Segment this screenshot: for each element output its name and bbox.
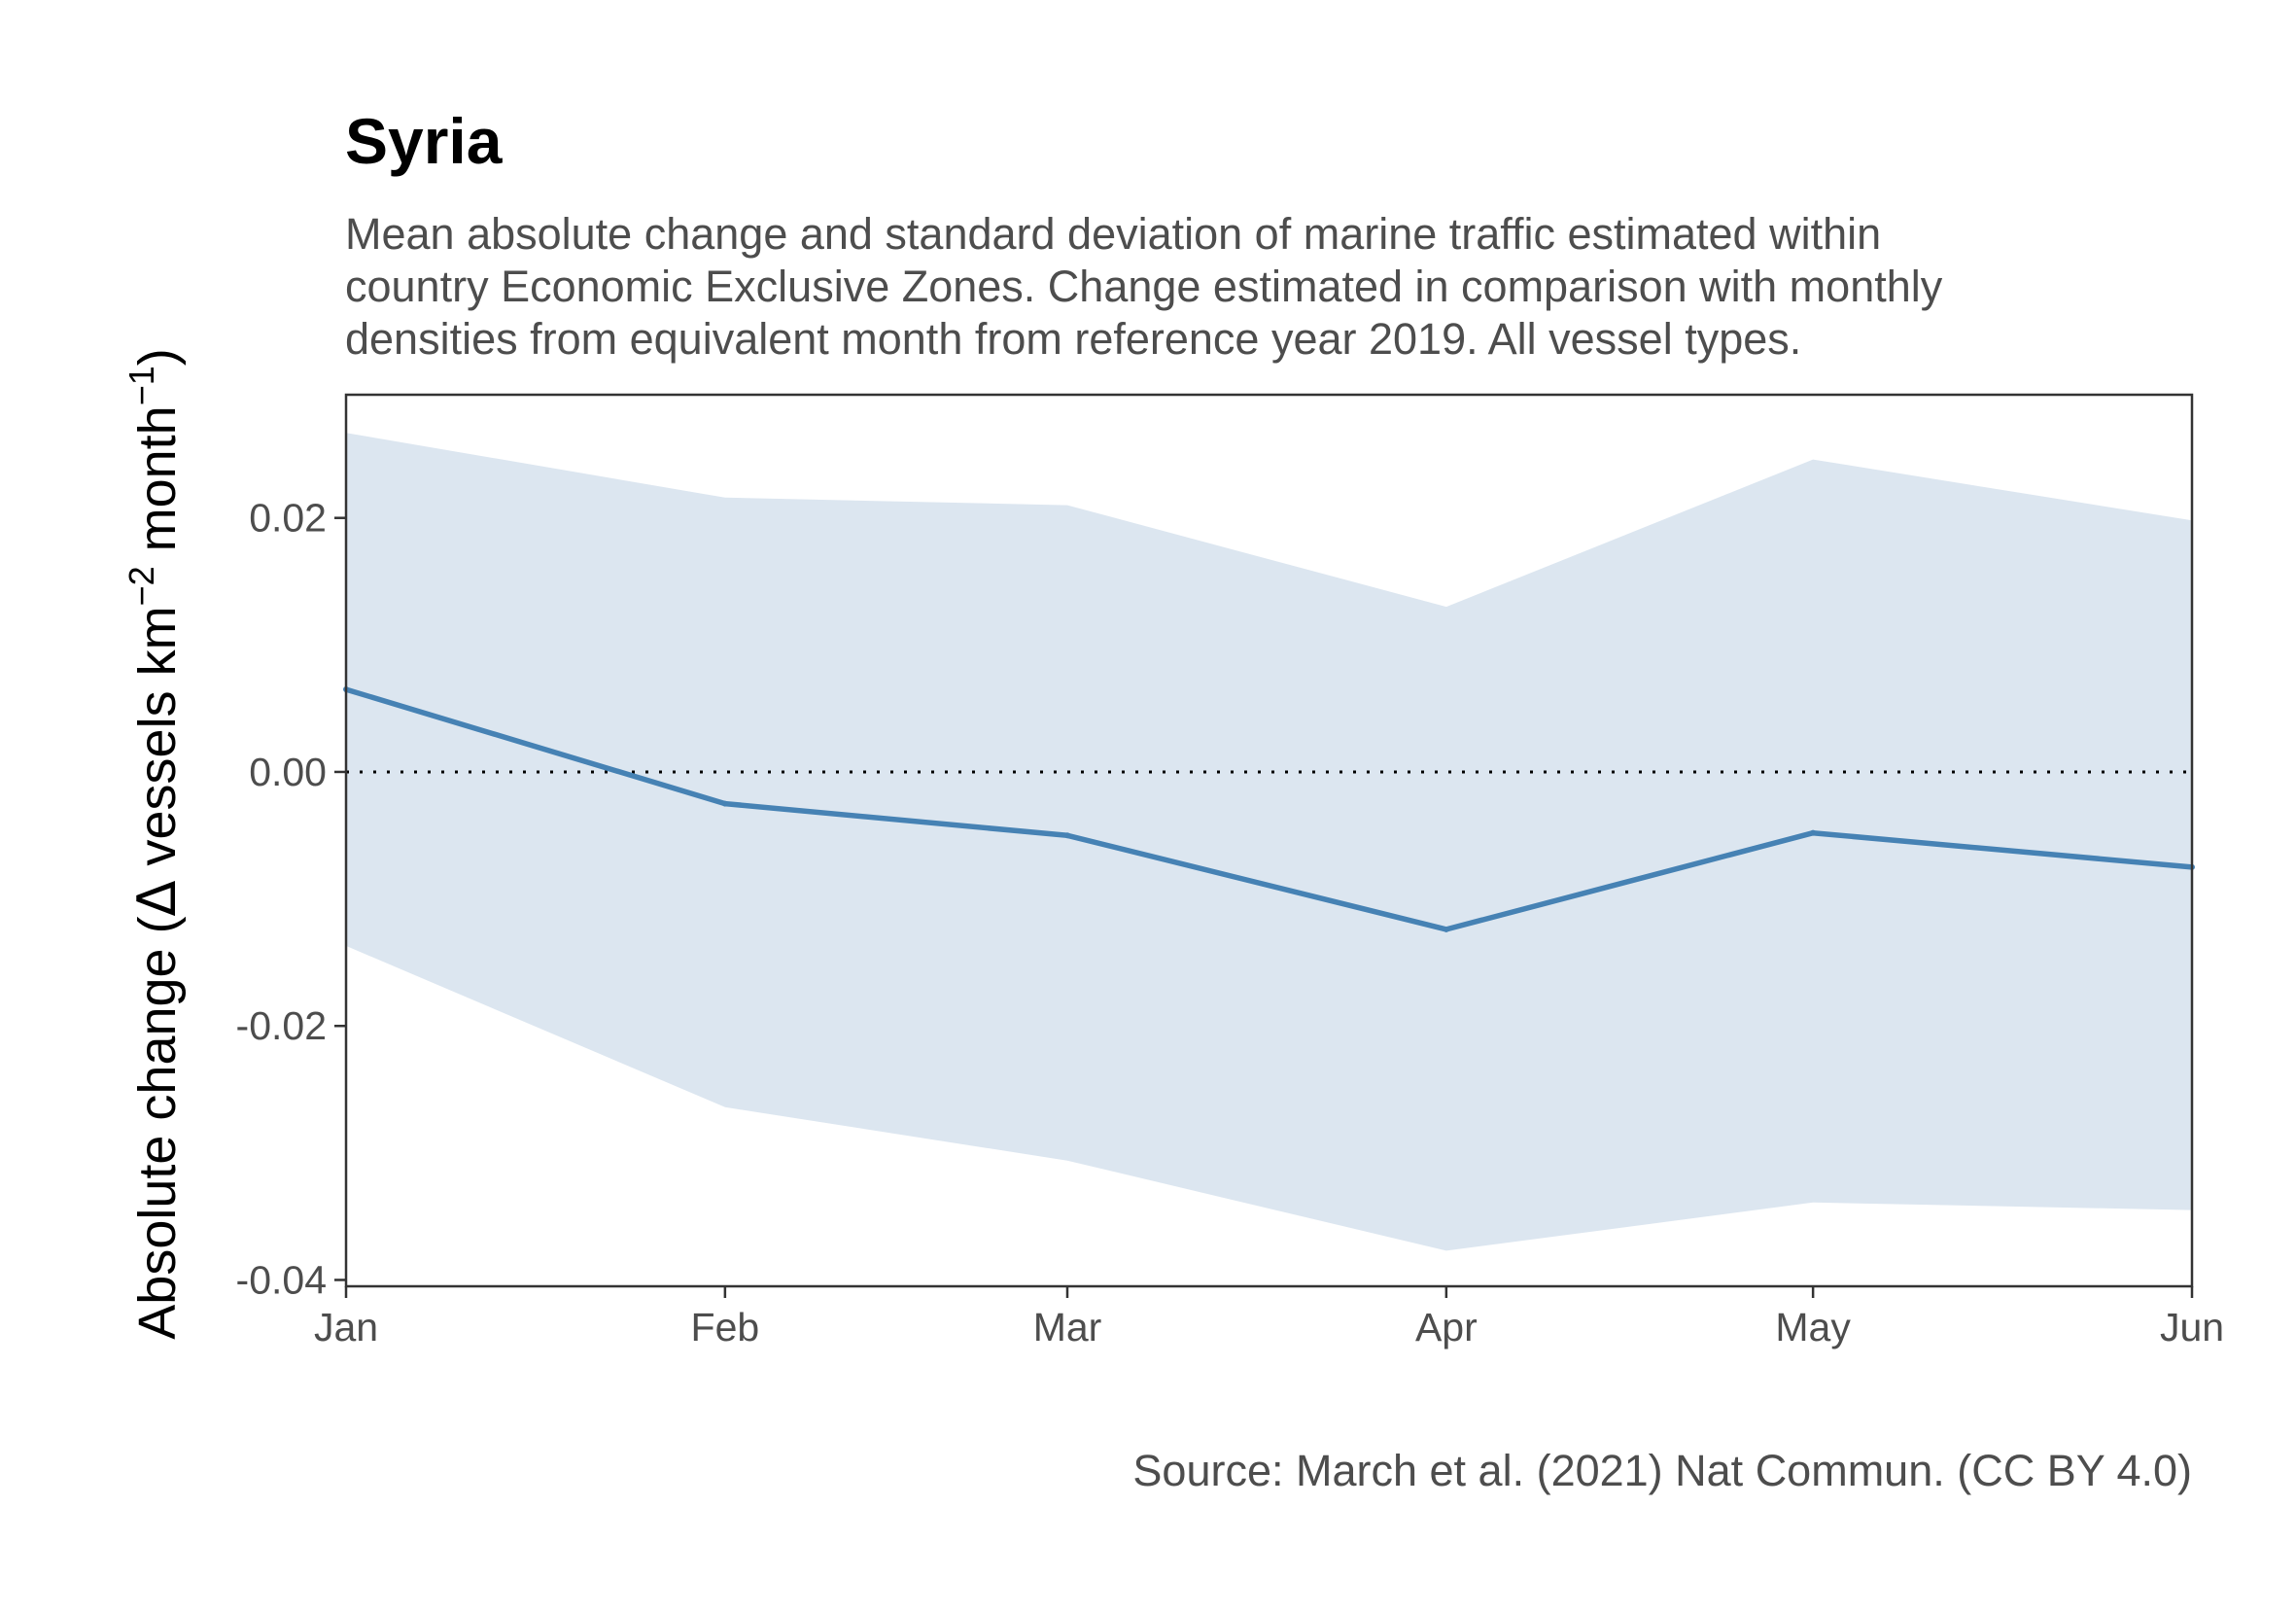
data-point-mar <box>1063 832 1070 839</box>
y-axis-title-sup1: −2 <box>122 566 161 606</box>
plot-panel-border <box>344 393 2194 1288</box>
y-axis-title-text2: month <box>128 405 187 566</box>
y-axis-title-prefix: Absolute change ( <box>128 916 187 1339</box>
y-axis-title-suffix: ) <box>128 348 187 366</box>
y-axis-title-text1: vessels km <box>128 606 187 880</box>
x-tick-label: Mar <box>1033 1305 1102 1349</box>
y-tick-label: 0.00 <box>249 750 327 794</box>
x-tick-label: Jun <box>2160 1305 2224 1349</box>
data-point-apr <box>1443 926 1449 932</box>
sd-band <box>346 433 2192 1251</box>
x-tick-label: Jan <box>314 1305 378 1349</box>
x-tick-label: Feb <box>691 1305 760 1349</box>
chart-title: Syria <box>345 105 504 177</box>
data-point-feb <box>721 800 728 807</box>
chart-subtitle-line-1: Mean absolute change and standard deviat… <box>345 209 1881 259</box>
y-axis-title: Absolute change (Δ vessels km−2 month−1) <box>122 348 188 1339</box>
plot-area: -0.04 -0.02 0.00 0.02 Jan Feb Mar Apr May Jun <box>236 393 2224 1349</box>
y-axis-title-sup2: −1 <box>122 366 161 405</box>
x-tick-label: Apr <box>1415 1305 1478 1349</box>
chart-caption: Source: March et al. (2021) Nat Commun. … <box>1132 1446 2192 1495</box>
chart-subtitle-line-2: country Economic Exclusive Zones. Change… <box>345 262 1943 311</box>
y-tick-label: -0.02 <box>236 1003 327 1048</box>
mean-change-line <box>345 686 2193 932</box>
y-tick-label: -0.04 <box>236 1257 327 1302</box>
y-tick-label: 0.02 <box>249 496 327 541</box>
x-tick-label: May <box>1775 1305 1851 1349</box>
data-point-may <box>1810 829 1817 836</box>
y-axis-title-delta: Δ <box>126 880 188 916</box>
chart-subtitle-line-3: densities from equivalent month from ref… <box>345 314 1801 364</box>
